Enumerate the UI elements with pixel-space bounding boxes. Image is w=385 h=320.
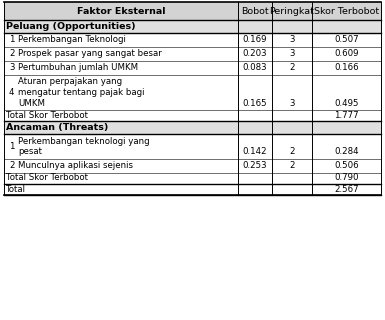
Text: 0.083: 0.083 <box>243 63 267 73</box>
Text: 0.507: 0.507 <box>334 36 359 44</box>
Text: 3: 3 <box>289 36 295 44</box>
Text: Prospek pasar yang sangat besar: Prospek pasar yang sangat besar <box>18 50 162 59</box>
Text: 1: 1 <box>9 142 15 151</box>
Text: 0.284: 0.284 <box>334 147 359 156</box>
Text: 2: 2 <box>9 161 15 170</box>
Text: 2: 2 <box>289 161 295 170</box>
Text: 0.165: 0.165 <box>243 99 267 108</box>
Text: Pertumbuhan jumlah UMKM: Pertumbuhan jumlah UMKM <box>18 63 138 73</box>
Text: Skor Terbobot: Skor Terbobot <box>314 6 379 15</box>
Text: Total Skor Terbobot: Total Skor Terbobot <box>6 173 88 182</box>
Text: UMKM: UMKM <box>18 99 45 108</box>
Text: 0.166: 0.166 <box>334 63 359 73</box>
Text: 1.777: 1.777 <box>334 111 359 120</box>
Text: Peluang (Opportunities): Peluang (Opportunities) <box>6 22 136 31</box>
Text: 2: 2 <box>9 50 15 59</box>
Text: 0.506: 0.506 <box>334 161 359 170</box>
Text: Ancaman (Threats): Ancaman (Threats) <box>6 123 108 132</box>
Text: Aturan perpajakan yang: Aturan perpajakan yang <box>18 77 122 86</box>
Text: Peringkat: Peringkat <box>270 6 315 15</box>
Text: 0.253: 0.253 <box>243 161 267 170</box>
Text: pesat: pesat <box>18 147 42 156</box>
Text: 4: 4 <box>9 88 15 97</box>
Text: 0.203: 0.203 <box>243 50 267 59</box>
Text: Perkembangan teknologi yang: Perkembangan teknologi yang <box>18 137 150 146</box>
Text: 1: 1 <box>9 36 15 44</box>
Text: Munculnya aplikasi sejenis: Munculnya aplikasi sejenis <box>18 161 133 170</box>
Text: 0.142: 0.142 <box>243 147 267 156</box>
Text: Faktor Eksternal: Faktor Eksternal <box>77 6 165 15</box>
Text: 3: 3 <box>289 99 295 108</box>
Text: Total: Total <box>6 185 26 194</box>
Text: 0.609: 0.609 <box>334 50 359 59</box>
Text: 2: 2 <box>289 147 295 156</box>
Text: Perkembangan Teknologi: Perkembangan Teknologi <box>18 36 126 44</box>
Text: mengatur tentang pajak bagi: mengatur tentang pajak bagi <box>18 88 144 97</box>
Text: 0.790: 0.790 <box>334 173 359 182</box>
Text: Bobot: Bobot <box>241 6 269 15</box>
Text: 2.567: 2.567 <box>334 185 359 194</box>
Text: Total Skor Terbobot: Total Skor Terbobot <box>6 111 88 120</box>
Text: 2: 2 <box>289 63 295 73</box>
Text: 0.169: 0.169 <box>243 36 267 44</box>
Text: 0.495: 0.495 <box>334 99 359 108</box>
Text: 3: 3 <box>9 63 15 73</box>
Text: 3: 3 <box>289 50 295 59</box>
